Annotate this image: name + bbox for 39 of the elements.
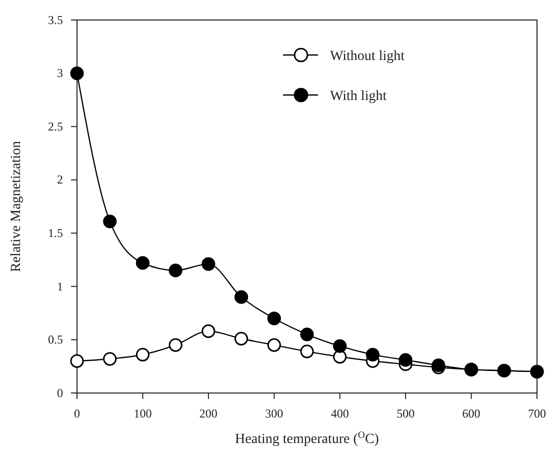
x-tick-label: 700 xyxy=(528,406,546,421)
y-tick-label: 3.5 xyxy=(48,12,63,27)
point xyxy=(202,324,216,338)
y-tick-label: 1 xyxy=(57,279,63,294)
point xyxy=(300,344,314,358)
x-tick-label: 0 xyxy=(74,406,80,421)
x-axis-title: Heating temperature ($^{O}$C) xyxy=(235,430,380,447)
point xyxy=(103,352,117,366)
point xyxy=(70,66,84,80)
point xyxy=(103,214,117,228)
x-tick-label: 200 xyxy=(199,406,218,421)
point xyxy=(300,328,314,342)
point xyxy=(136,256,150,270)
point xyxy=(234,290,248,304)
point xyxy=(136,348,150,362)
point xyxy=(333,339,347,353)
y-axis-title: Relative Magnetization xyxy=(9,140,24,272)
point xyxy=(168,338,182,352)
point xyxy=(366,348,380,362)
x-tick-label: 100 xyxy=(134,406,152,421)
point xyxy=(202,257,216,271)
x-tick-label: 500 xyxy=(396,406,415,421)
x-tick-label: 300 xyxy=(265,406,284,421)
legend-label: With light xyxy=(330,89,387,104)
y-tick-label: 0 xyxy=(57,386,63,400)
x-tick-label: 600 xyxy=(462,406,480,421)
x-tick-label: 400 xyxy=(330,406,349,421)
y-tick-label: 2.5 xyxy=(48,119,63,134)
y-tick-label: 1.5 xyxy=(48,226,63,240)
y-tick-label: 0.5 xyxy=(48,332,63,347)
point xyxy=(168,264,182,278)
point xyxy=(267,312,281,326)
point xyxy=(70,354,84,368)
legend-label: Without light xyxy=(330,49,405,64)
y-tick-label: 2 xyxy=(57,172,63,187)
y-tick-label: 3 xyxy=(57,66,63,80)
point xyxy=(267,338,281,352)
point xyxy=(398,353,412,367)
point xyxy=(234,332,248,346)
